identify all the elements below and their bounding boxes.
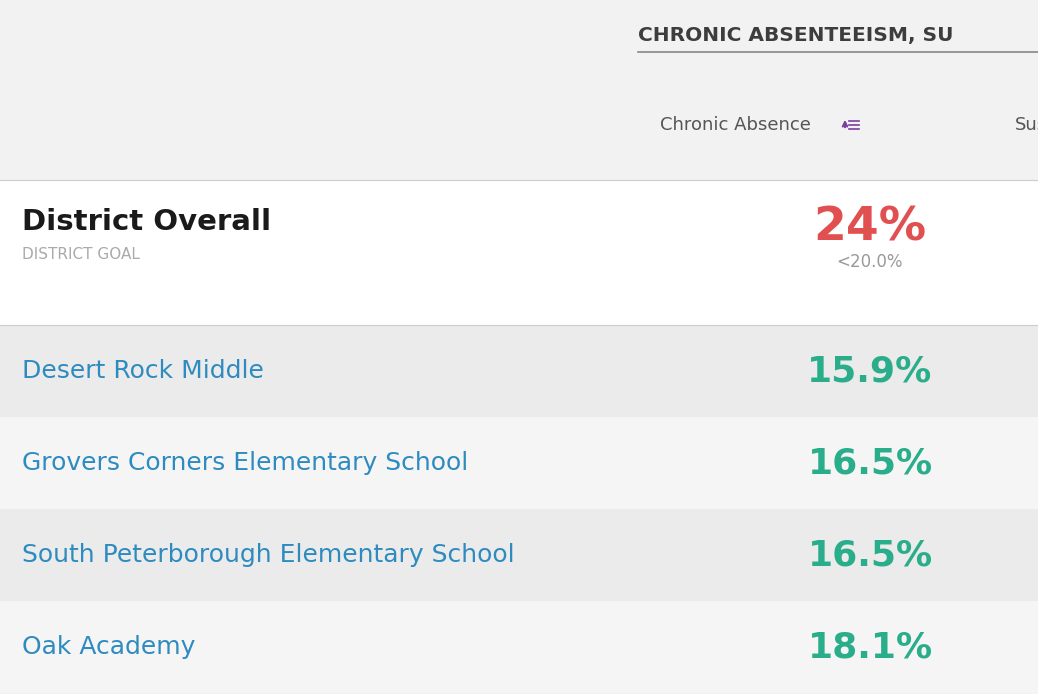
- Bar: [0, 509, 1038, 601]
- Text: District Overall: District Overall: [22, 208, 271, 236]
- Text: DISTRICT GOAL: DISTRICT GOAL: [22, 246, 140, 262]
- Text: <20.0%: <20.0%: [837, 253, 903, 271]
- Text: Desert Rock Middle: Desert Rock Middle: [22, 359, 264, 383]
- Text: 24%: 24%: [814, 205, 927, 251]
- Text: 18.1%: 18.1%: [808, 630, 932, 664]
- Bar: [0, 601, 1038, 693]
- Bar: [0, 417, 1038, 509]
- Text: 15.9%: 15.9%: [808, 354, 932, 388]
- Text: Sus: Sus: [1015, 116, 1038, 134]
- Text: South Peterborough Elementary School: South Peterborough Elementary School: [22, 543, 515, 567]
- Text: Chronic Absence: Chronic Absence: [660, 116, 811, 134]
- Text: 16.5%: 16.5%: [808, 538, 932, 572]
- Bar: [0, 180, 1038, 325]
- Bar: [0, 325, 1038, 417]
- Text: Oak Academy: Oak Academy: [22, 635, 195, 659]
- Text: 16.5%: 16.5%: [808, 446, 932, 480]
- Text: CHRONIC ABSENTEEISM, SU: CHRONIC ABSENTEEISM, SU: [638, 26, 954, 44]
- Text: Grovers Corners Elementary School: Grovers Corners Elementary School: [22, 451, 468, 475]
